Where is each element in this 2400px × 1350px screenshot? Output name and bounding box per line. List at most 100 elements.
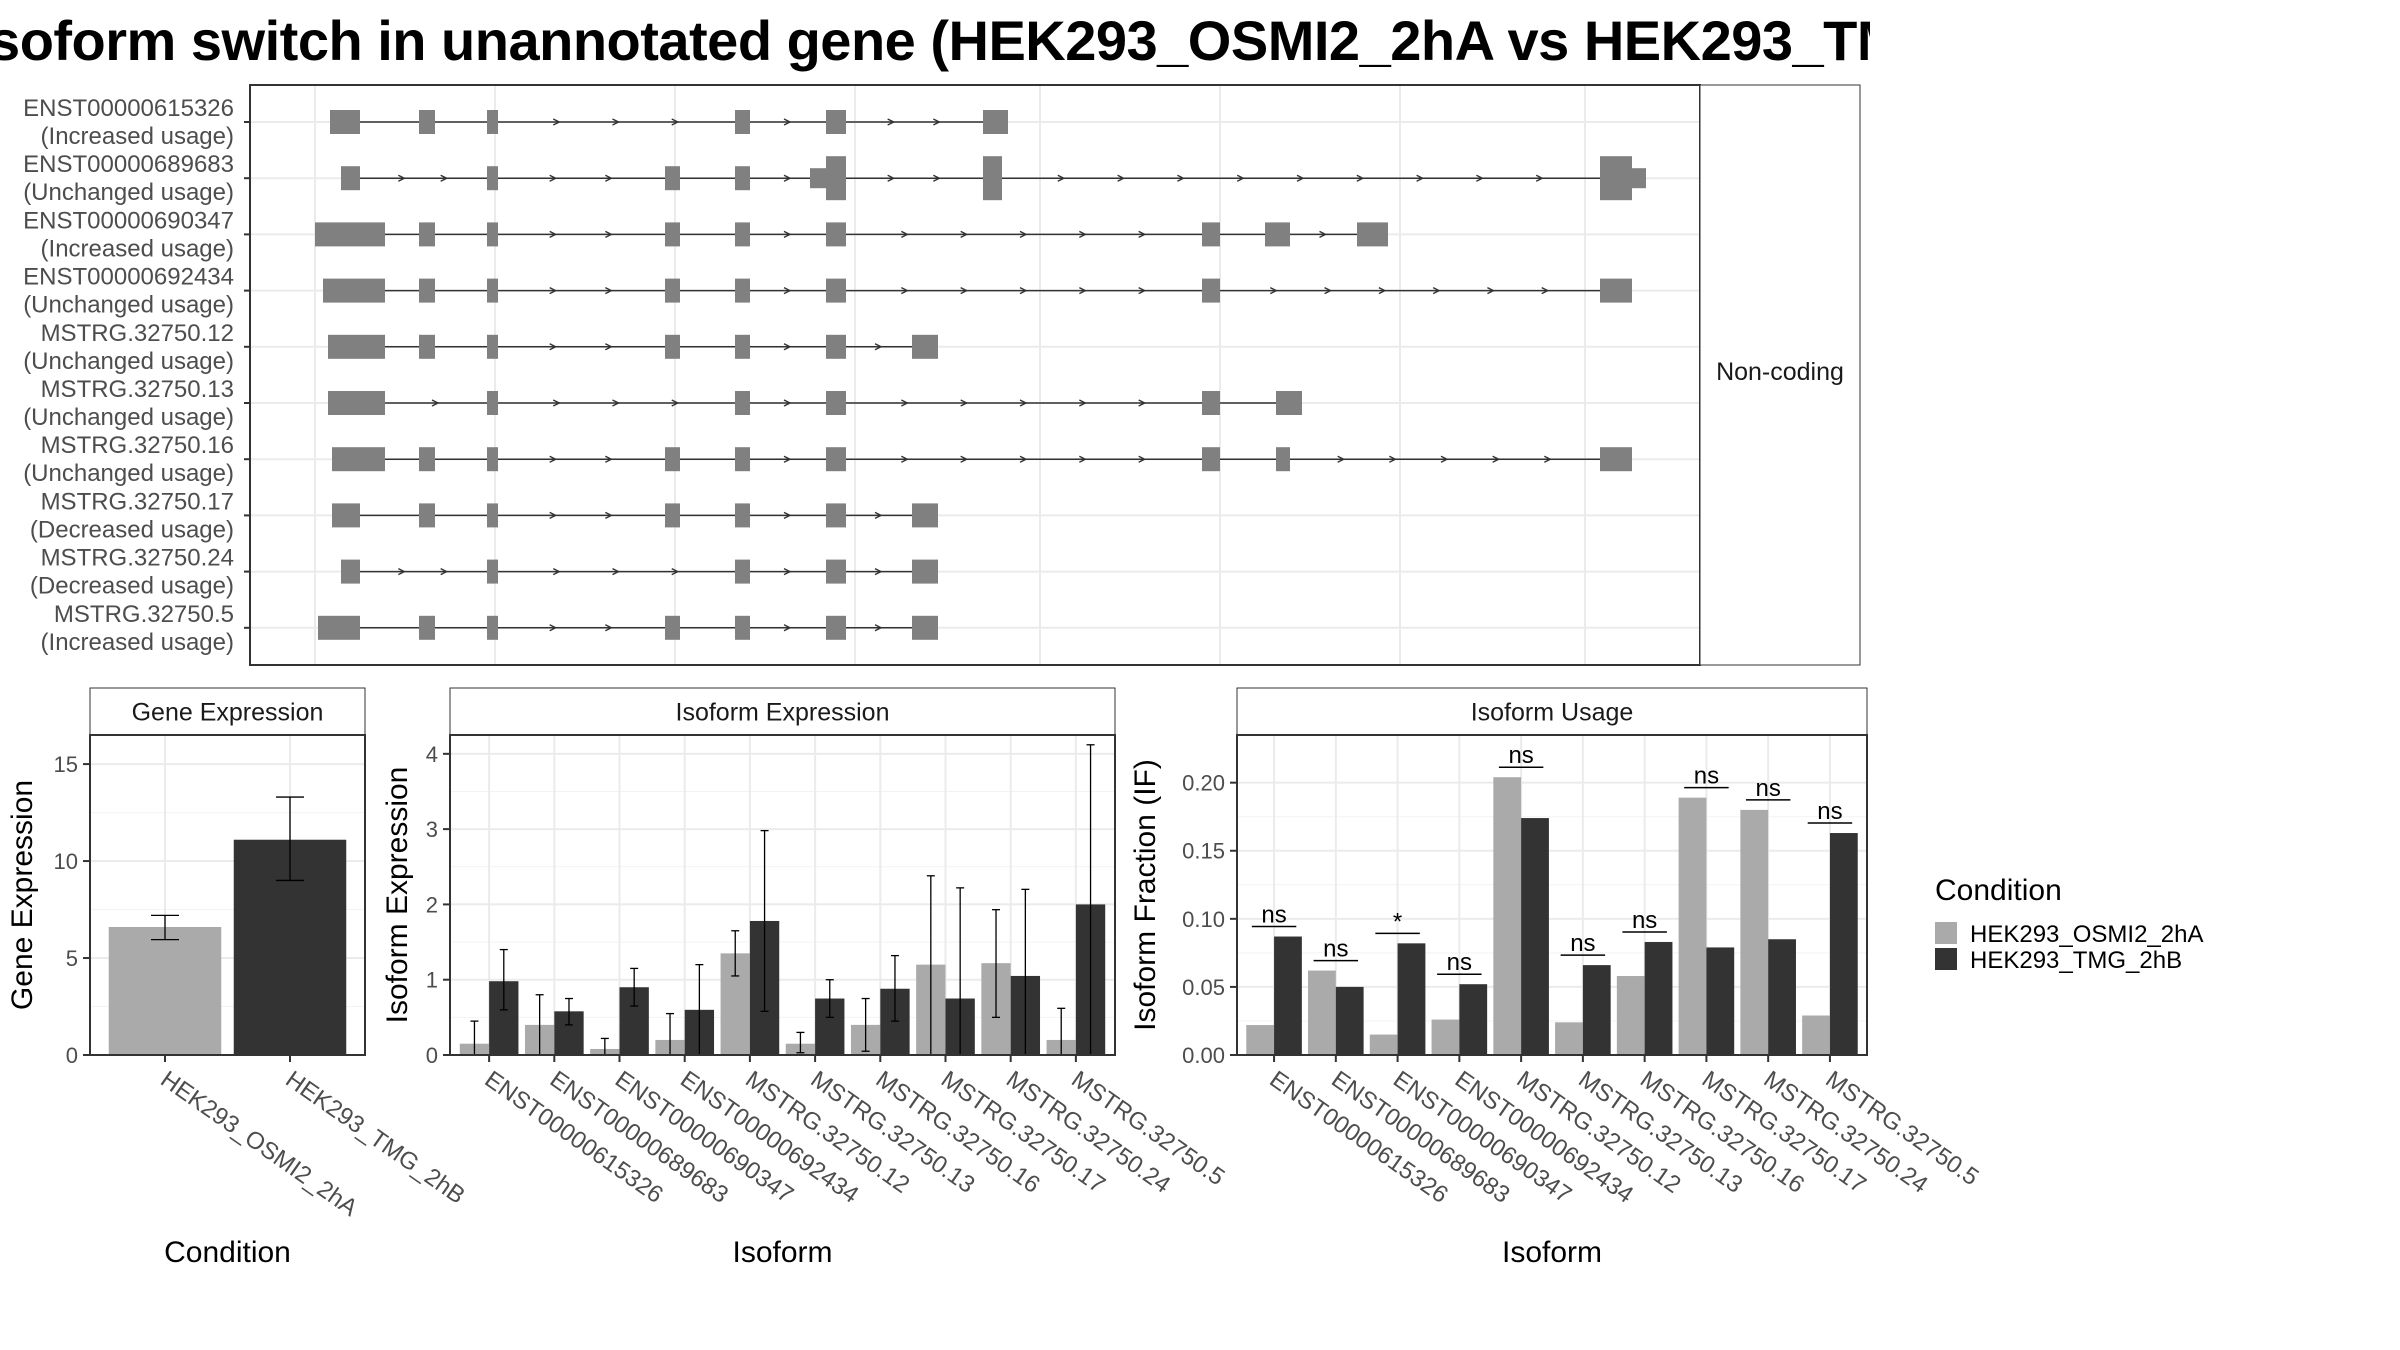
intron-direction-arrow [783, 286, 792, 295]
intron-direction-arrow [1296, 174, 1305, 182]
intron-direction-arrow [605, 174, 613, 182]
exon-box [487, 278, 498, 303]
exon-box [487, 447, 498, 472]
intron-direction-arrow [552, 118, 561, 126]
intron-direction-arrow [1079, 286, 1087, 295]
intron-direction-arrow [549, 343, 558, 351]
bar [1335, 986, 1364, 1055]
panel-title: Isoform Usage [1471, 699, 1634, 727]
plot-border [89, 734, 366, 1056]
significance-label: * [1393, 908, 1402, 935]
exon-box [323, 278, 385, 303]
legend-label: HEK293_OSMI2_2hA [1970, 921, 2203, 948]
intron-direction-arrow [440, 567, 449, 576]
y-tick-label: 0.15 [1182, 839, 1225, 864]
bar [108, 927, 222, 1055]
transcript-id-label: MSTRG.32750.17 [41, 488, 234, 515]
intron-direction-arrow [671, 118, 680, 126]
intron-direction-arrow [874, 624, 883, 632]
bar [1582, 965, 1611, 1055]
y-tick-label: 0.00 [1182, 1043, 1225, 1068]
isoform-expression-panel: Isoform Expression01234ENST00000615326EN… [381, 687, 1229, 1269]
intron-direction-arrow [1356, 174, 1365, 182]
intron-direction-arrow [605, 455, 613, 463]
intron-direction-arrow [671, 399, 680, 407]
exon-box [487, 503, 498, 528]
panel-title: Isoform Expression [676, 699, 890, 727]
transcript-usage-label: (Increased usage) [41, 629, 234, 656]
intron-direction-arrow [1019, 230, 1028, 239]
intron-direction-arrow [1378, 286, 1387, 295]
exon-box [735, 447, 750, 472]
panel-strip [449, 687, 1116, 736]
intron-direction-arrow [887, 174, 896, 182]
intron-direction-arrow [960, 399, 969, 407]
exon-box [1276, 391, 1302, 415]
exon-box [912, 503, 938, 528]
bar [1555, 1022, 1583, 1055]
intron-direction-arrow [549, 624, 558, 632]
exon-box [826, 156, 846, 201]
bar [1246, 1025, 1275, 1055]
intron-direction-arrow [1324, 286, 1333, 295]
transcript-usage-label: (Decreased usage) [30, 516, 234, 543]
plot-border [1236, 734, 1868, 1056]
bar [1616, 976, 1645, 1055]
intron-direction-arrow [612, 118, 621, 126]
transcript-id-label: MSTRG.32750.16 [41, 432, 234, 459]
intron-direction-arrow [874, 343, 883, 351]
legend-label: HEK293_TMG_2hB [1970, 947, 2182, 974]
bar [1431, 1019, 1460, 1055]
gene-expression-panel: Gene Expression051015HEK293_OSMI2_2hAHEK… [6, 687, 470, 1269]
exon-box [735, 166, 750, 191]
bar [1521, 818, 1549, 1055]
intron-direction-arrow [901, 230, 909, 239]
exon-box [826, 615, 846, 640]
intron-direction-arrow [549, 230, 558, 239]
bar [1459, 984, 1488, 1055]
exon-box [487, 110, 498, 134]
intron-direction-arrow [1057, 174, 1066, 182]
intron-direction-arrow [398, 174, 406, 182]
y-tick-label: 3 [426, 817, 438, 842]
transcript-usage-label: (Decreased usage) [30, 573, 234, 600]
intron-direction-arrow [398, 567, 406, 576]
intron-direction-arrow [605, 343, 613, 351]
intron-direction-arrow [783, 399, 792, 407]
intron-direction-arrow [1019, 286, 1028, 295]
intron-direction-arrow [1535, 174, 1544, 182]
intron-direction-arrow [549, 174, 558, 182]
intron-direction-arrow [1269, 286, 1278, 295]
bar [1802, 1015, 1830, 1055]
intron-direction-arrow [1138, 230, 1147, 239]
bar [1829, 833, 1858, 1055]
significance-label: ns [1632, 907, 1657, 934]
bar [1678, 797, 1707, 1055]
exon-box [1202, 278, 1220, 303]
isoform-usage-panel: Isoform Usage ns ns * ns ns ns ns ns ns ns 0.00 0.05… [1129, 687, 1984, 1269]
exon-box [1202, 391, 1220, 415]
y-tick-label: 0 [426, 1043, 438, 1068]
transcript-usage-label: (Unchanged usage) [23, 348, 234, 375]
intron-direction-arrow [783, 343, 792, 351]
intron-direction-arrow [605, 624, 613, 632]
intron-direction-arrow [1416, 174, 1425, 182]
x-tick-label: HEK293_OSMI2_2hA [156, 1066, 363, 1222]
bar [1706, 947, 1735, 1055]
bar [1644, 941, 1673, 1055]
intron-direction-arrow [960, 455, 969, 463]
exon-box [487, 391, 498, 415]
intron-direction-arrow [552, 399, 561, 407]
exon-box [665, 447, 680, 472]
significance-label: ns [1323, 936, 1348, 963]
intron-direction-arrow [783, 511, 792, 520]
significance-label: ns [1694, 763, 1719, 790]
exon-box [665, 503, 680, 528]
intron-direction-arrow [887, 118, 896, 126]
intron-direction-arrow [960, 230, 969, 239]
y-tick-label: 5 [66, 946, 78, 971]
exon-box [810, 168, 826, 189]
x-axis-title: Isoform [1502, 1236, 1602, 1269]
intron-direction-arrow [605, 511, 613, 520]
intron-direction-arrow [901, 399, 909, 407]
